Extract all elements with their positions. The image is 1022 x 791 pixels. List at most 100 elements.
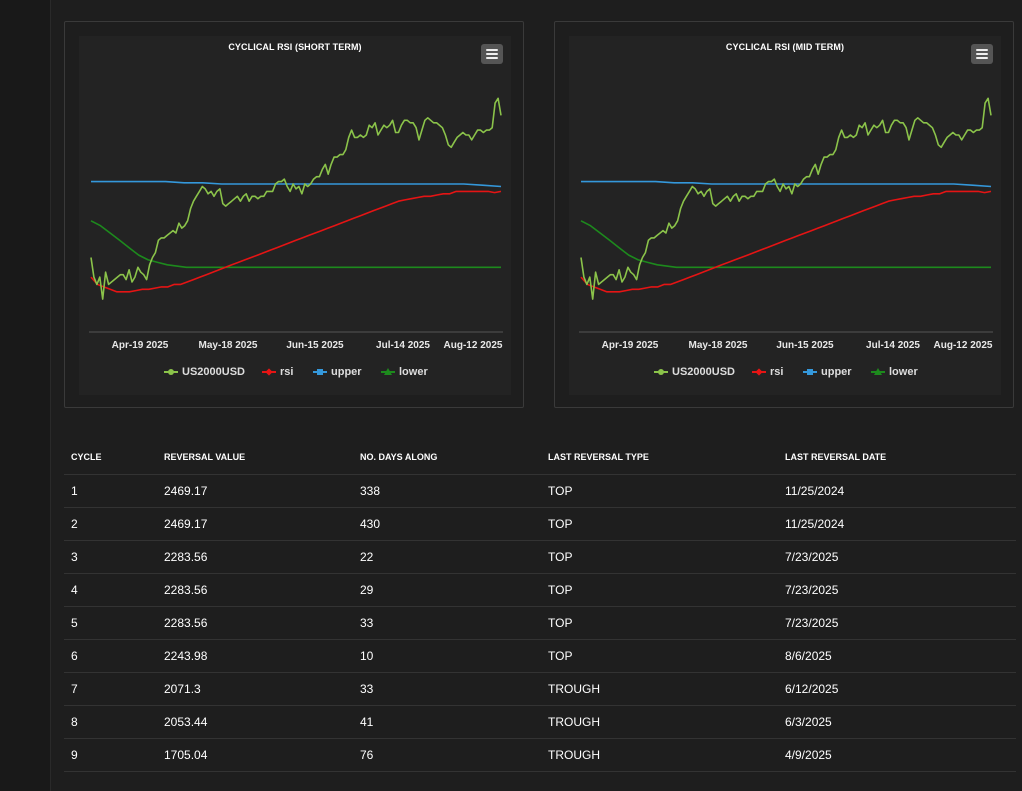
days-along-cell: 33 [353, 672, 541, 706]
reversal-date-cell: 11/25/2024 [778, 507, 1016, 541]
cycle-cell: 1 [64, 474, 157, 508]
series-line-lower[interactable] [580, 220, 991, 269]
x-tick-label: May-18 2025 [688, 340, 748, 351]
reversal-date-cell: 7/23/2025 [778, 573, 1016, 607]
days-along-cell: 22 [353, 540, 541, 574]
series-line-upper[interactable] [91, 180, 502, 188]
table-row: 7 2071.3 33 TROUGH 6/12/2025 [64, 672, 1016, 706]
chart-card-short-term: CYCLICAL RSI (SHORT TERM) Apr-19 2025 Ma… [64, 21, 524, 408]
reversal-type-cell: TROUGH [541, 705, 778, 739]
column-header-days-along[interactable]: NO. DAYS ALONG [353, 440, 541, 475]
column-header-reversal-date[interactable]: LAST REVERSAL DATE [778, 440, 1016, 475]
left-gutter [0, 0, 51, 791]
series-line-rsi[interactable] [90, 190, 502, 293]
reversal-type-cell: TOP [541, 573, 778, 607]
legend-item-rsi[interactable]: rsi [752, 366, 783, 378]
reversal-date-cell: 7/23/2025 [778, 606, 1016, 640]
x-tick-label: Jul-14 2025 [376, 340, 430, 351]
column-header-cycle[interactable]: CYCLE [64, 440, 157, 475]
table-row: 3 2283.56 22 TOP 7/23/2025 [64, 540, 1016, 574]
cycle-cell: 9 [64, 738, 157, 772]
legend-item-us2000usd[interactable]: US2000USD [654, 366, 735, 378]
legend-item-upper[interactable]: upper [803, 366, 852, 378]
x-tick-label: Jun-15 2025 [776, 340, 834, 351]
table-row: 5 2283.56 33 TOP 7/23/2025 [64, 606, 1016, 640]
reversal-type-cell: TOP [541, 474, 778, 508]
cycle-cell: 7 [64, 672, 157, 706]
reversal-type-cell: TROUGH [541, 672, 778, 706]
reversal-date-cell: 8/6/2025 [778, 639, 1016, 673]
reversal-value-cell: 2283.56 [157, 573, 353, 607]
x-tick-label: Apr-19 2025 [601, 340, 659, 351]
reversal-value-cell: 2283.56 [157, 606, 353, 640]
table-row: 2 2469.17 430 TOP 11/25/2024 [64, 507, 1016, 541]
reversal-value-cell: 2243.98 [157, 639, 353, 673]
series-line-upper[interactable] [581, 180, 992, 188]
days-along-cell: 29 [353, 573, 541, 607]
chart-title: CYCLICAL RSI (MID TERM) [725, 42, 845, 52]
table-row: 6 2243.98 10 TOP 8/6/2025 [64, 639, 1016, 673]
chart-legend: US2000USD rsi upper lower [79, 366, 511, 380]
reversal-date-cell: 7/23/2025 [778, 540, 1016, 574]
x-tick-label: Aug-12 2025 [443, 340, 503, 351]
cycle-cell: 2 [64, 507, 157, 541]
table-header-row: CYCLE REVERSAL VALUE NO. DAYS ALONG LAST… [64, 440, 1016, 475]
reversal-date-cell: 11/25/2024 [778, 474, 1016, 508]
series-line-rsi[interactable] [580, 190, 992, 293]
x-tick-label: Aug-12 2025 [933, 340, 993, 351]
x-tick-label: Jul-14 2025 [866, 340, 920, 351]
cycle-cell: 3 [64, 540, 157, 574]
reversal-value-cell: 2283.56 [157, 540, 353, 574]
chart-legend: US2000USD rsi upper lower [569, 366, 1001, 380]
x-tick-label: Apr-19 2025 [111, 340, 169, 351]
table-row: 4 2283.56 29 TOP 7/23/2025 [64, 573, 1016, 607]
rsi-chart-svg [89, 97, 503, 333]
column-header-reversal-type[interactable]: LAST REVERSAL TYPE [541, 440, 778, 475]
legend-item-lower[interactable]: lower [871, 366, 918, 378]
days-along-cell: 41 [353, 705, 541, 739]
reversal-value-cell: 1705.04 [157, 738, 353, 772]
series-line-lower[interactable] [90, 220, 501, 269]
chart-card-mid-term: CYCLICAL RSI (MID TERM) Apr-19 2025 May-… [554, 21, 1014, 408]
x-tick-label: May-18 2025 [198, 340, 258, 351]
days-along-cell: 33 [353, 606, 541, 640]
days-along-cell: 430 [353, 507, 541, 541]
cycle-cell: 6 [64, 639, 157, 673]
hamburger-menu-icon[interactable] [971, 44, 993, 64]
reversal-date-cell: 6/12/2025 [778, 672, 1016, 706]
reversal-value-cell: 2469.17 [157, 474, 353, 508]
series-line-us2000usd[interactable] [90, 97, 502, 300]
hamburger-menu-icon[interactable] [481, 44, 503, 64]
chart-area: CYCLICAL RSI (MID TERM) Apr-19 2025 May-… [569, 36, 1001, 395]
reversal-date-cell: 4/9/2025 [778, 738, 1016, 772]
reversal-value-cell: 2053.44 [157, 705, 353, 739]
series-line-us2000usd[interactable] [580, 97, 992, 300]
table-row: 9 1705.04 76 TROUGH 4/9/2025 [64, 738, 1016, 772]
reversal-type-cell: TOP [541, 507, 778, 541]
cycle-cell: 8 [64, 705, 157, 739]
days-along-cell: 76 [353, 738, 541, 772]
reversal-type-cell: TOP [541, 540, 778, 574]
legend-item-us2000usd[interactable]: US2000USD [164, 366, 245, 378]
days-along-cell: 338 [353, 474, 541, 508]
legend-item-upper[interactable]: upper [313, 366, 362, 378]
cycles-table: CYCLE REVERSAL VALUE NO. DAYS ALONG LAST… [64, 440, 1016, 772]
chart-title: CYCLICAL RSI (SHORT TERM) [228, 42, 362, 52]
cycle-cell: 4 [64, 573, 157, 607]
x-tick-label: Jun-15 2025 [286, 340, 344, 351]
reversal-type-cell: TROUGH [541, 738, 778, 772]
legend-item-lower[interactable]: lower [381, 366, 428, 378]
reversal-value-cell: 2071.3 [157, 672, 353, 706]
days-along-cell: 10 [353, 639, 541, 673]
legend-item-rsi[interactable]: rsi [262, 366, 293, 378]
reversal-type-cell: TOP [541, 606, 778, 640]
cycle-cell: 5 [64, 606, 157, 640]
reversal-type-cell: TOP [541, 639, 778, 673]
rsi-chart-svg [579, 97, 993, 333]
table-row: 1 2469.17 338 TOP 11/25/2024 [64, 474, 1016, 508]
chart-area: CYCLICAL RSI (SHORT TERM) Apr-19 2025 Ma… [79, 36, 511, 395]
column-header-reversal-value[interactable]: REVERSAL VALUE [157, 440, 353, 475]
table-row: 8 2053.44 41 TROUGH 6/3/2025 [64, 705, 1016, 739]
reversal-value-cell: 2469.17 [157, 507, 353, 541]
reversal-date-cell: 6/3/2025 [778, 705, 1016, 739]
